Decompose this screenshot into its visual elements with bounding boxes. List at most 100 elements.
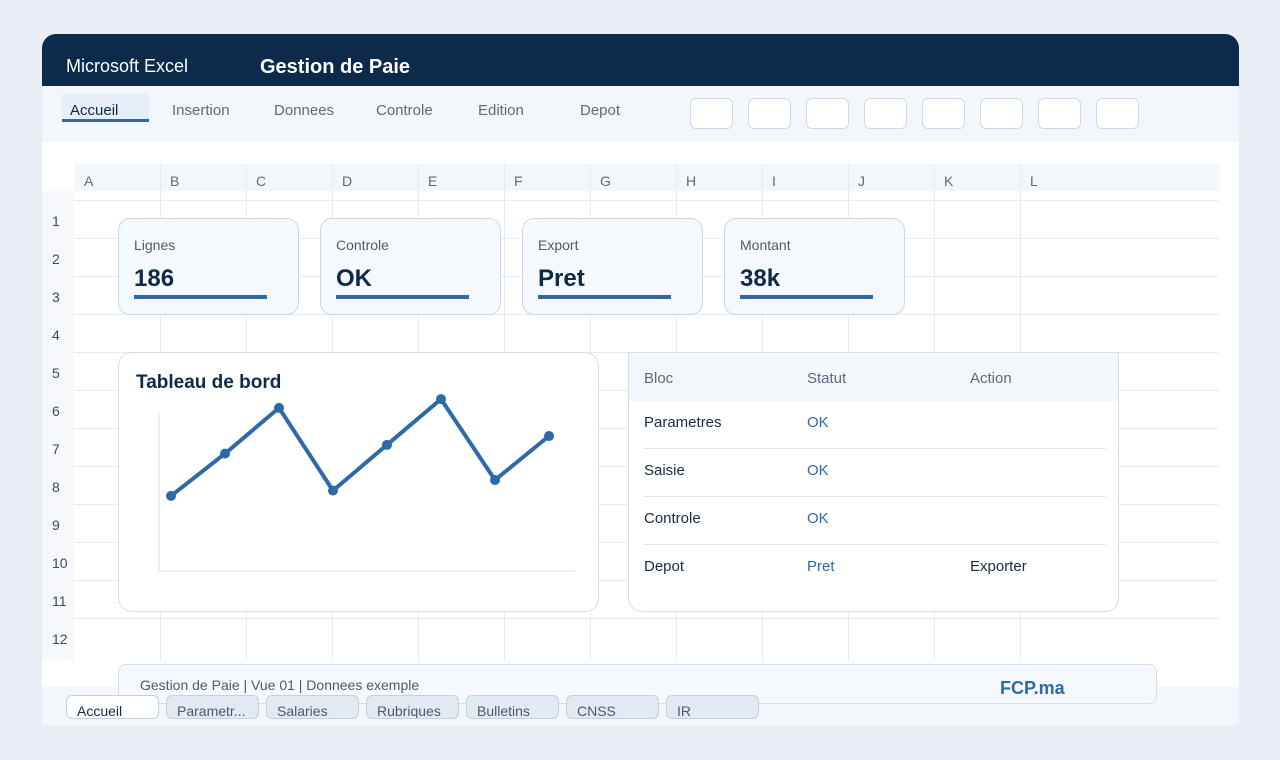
sheet-tab-parametres[interactable]: Parametr... bbox=[166, 695, 259, 719]
status-table: Bloc Statut Action Parametres OK Saisie … bbox=[628, 352, 1119, 612]
table-row[interactable]: Depot Pret Exporter bbox=[629, 545, 1118, 593]
chart-point[interactable] bbox=[166, 490, 176, 501]
dashboard-chart-card[interactable]: Tableau de bord bbox=[118, 352, 599, 612]
kpi-card-lignes[interactable]: Lignes 186 bbox=[118, 218, 299, 315]
brand-logo[interactable]: FCP.ma bbox=[1000, 678, 1065, 698]
kpi-value: OK bbox=[336, 265, 372, 292]
tab-edition[interactable]: Edition bbox=[478, 102, 524, 119]
row-header-6[interactable]: 6 bbox=[52, 403, 60, 419]
column-header-g[interactable]: G bbox=[600, 173, 611, 189]
table-header: Bloc Statut Action bbox=[629, 353, 1118, 401]
row-statut: OK bbox=[807, 462, 829, 479]
export-action-link[interactable]: Exporter bbox=[970, 558, 1027, 575]
kpi-label: Montant bbox=[740, 237, 791, 253]
chart-point[interactable] bbox=[436, 394, 446, 405]
row-statut: Pret bbox=[807, 558, 835, 575]
tab-depot[interactable]: Depot bbox=[580, 102, 621, 119]
chart-title: Tableau de bord bbox=[136, 372, 282, 393]
kpi-value: 38k bbox=[740, 265, 781, 292]
tab-insertion[interactable]: Insertion bbox=[172, 102, 230, 119]
toolbar-button-8[interactable] bbox=[1096, 98, 1139, 129]
kpi-label: Export bbox=[538, 237, 579, 253]
row-header-gutter: 1 2 3 4 5 6 7 8 9 10 11 12 bbox=[42, 191, 74, 661]
sheet-tab-cnss[interactable]: CNSS bbox=[566, 695, 659, 719]
column-header-c[interactable]: C bbox=[256, 173, 267, 189]
row-header-9[interactable]: 9 bbox=[52, 517, 60, 533]
kpi-card-export[interactable]: Export Pret bbox=[522, 218, 703, 315]
row-header-11[interactable]: 11 bbox=[52, 593, 67, 609]
kpi-accent-bar bbox=[336, 295, 469, 299]
column-header-bloc: Bloc bbox=[644, 370, 674, 387]
row-header-5[interactable]: 5 bbox=[52, 365, 60, 381]
column-header-f[interactable]: F bbox=[514, 173, 523, 189]
kpi-label: Lignes bbox=[134, 237, 176, 253]
table-row[interactable]: Controle OK bbox=[629, 497, 1118, 545]
column-header-action: Action bbox=[970, 370, 1012, 387]
table-row[interactable]: Saisie OK bbox=[629, 449, 1118, 497]
column-header-e[interactable]: E bbox=[428, 173, 438, 189]
sheet-tab-bulletins[interactable]: Bulletins bbox=[466, 695, 559, 719]
column-header-k[interactable]: K bbox=[944, 173, 954, 189]
column-header-d[interactable]: D bbox=[342, 173, 353, 189]
line-chart bbox=[158, 394, 575, 572]
toolbar-button-3[interactable] bbox=[806, 98, 849, 129]
row-header-3[interactable]: 3 bbox=[52, 289, 60, 305]
row-header-4[interactable]: 4 bbox=[52, 327, 60, 343]
row-divider bbox=[643, 496, 1106, 497]
row-statut: OK bbox=[807, 510, 829, 527]
sheet-tab-rubriques[interactable]: Rubriques bbox=[366, 695, 459, 719]
row-header-1[interactable]: 1 bbox=[52, 213, 60, 229]
toolbar-button-5[interactable] bbox=[922, 98, 965, 129]
toolbar-button-4[interactable] bbox=[864, 98, 907, 129]
chart-point[interactable] bbox=[490, 475, 500, 486]
chart-series-line bbox=[169, 397, 551, 498]
row-divider bbox=[643, 448, 1106, 449]
column-header-b[interactable]: B bbox=[170, 173, 180, 189]
tab-accueil[interactable]: Accueil bbox=[62, 94, 149, 122]
column-header-h[interactable]: H bbox=[686, 173, 697, 189]
sheet-tab-accueil[interactable]: Accueil bbox=[66, 695, 159, 719]
column-header-statut: Statut bbox=[807, 370, 847, 387]
row-bloc: Controle bbox=[644, 510, 701, 527]
tab-donnees[interactable]: Donnees bbox=[274, 102, 335, 119]
row-header-7[interactable]: 7 bbox=[52, 441, 60, 457]
sheet-tab-ir[interactable]: IR bbox=[666, 695, 759, 719]
tab-controle[interactable]: Controle bbox=[376, 102, 433, 119]
table-row[interactable]: Parametres OK bbox=[629, 401, 1118, 449]
ribbon: Accueil Insertion Donnees Controle Editi… bbox=[42, 86, 1239, 142]
kpi-value: Pret bbox=[538, 265, 585, 292]
column-header-i[interactable]: I bbox=[772, 173, 776, 189]
row-header-2[interactable]: 2 bbox=[52, 251, 60, 267]
row-header-10[interactable]: 10 bbox=[52, 555, 68, 571]
kpi-card-montant[interactable]: Montant 38k bbox=[724, 218, 905, 315]
column-header-j[interactable]: J bbox=[858, 173, 865, 189]
chart-point[interactable] bbox=[544, 431, 554, 442]
toolbar-button-6[interactable] bbox=[980, 98, 1023, 129]
excel-window: Microsoft Excel Gestion de Paie Accueil … bbox=[42, 34, 1239, 725]
kpi-card-controle[interactable]: Controle OK bbox=[320, 218, 501, 315]
column-header-l[interactable]: L bbox=[1030, 173, 1038, 189]
app-name: Microsoft Excel bbox=[66, 56, 189, 76]
row-divider bbox=[643, 544, 1106, 545]
document-title: Gestion de Paie bbox=[260, 56, 411, 78]
toolbar-button-2[interactable] bbox=[748, 98, 791, 129]
chart-point[interactable] bbox=[220, 448, 230, 459]
toolbar-button-7[interactable] bbox=[1038, 98, 1081, 129]
chart-point[interactable] bbox=[382, 439, 392, 450]
row-statut: OK bbox=[807, 414, 829, 431]
row-header-8[interactable]: 8 bbox=[52, 479, 60, 495]
row-header-12[interactable]: 12 bbox=[52, 631, 68, 647]
kpi-accent-bar bbox=[740, 295, 873, 299]
toolbar-button-1[interactable] bbox=[690, 98, 733, 129]
kpi-accent-bar bbox=[134, 295, 267, 299]
row-bloc: Saisie bbox=[644, 462, 685, 479]
title-bar: Microsoft Excel Gestion de Paie bbox=[42, 34, 1239, 86]
footer-text: Gestion de Paie | Vue 01 | Donnees exemp… bbox=[140, 677, 420, 693]
row-bloc: Depot bbox=[644, 558, 685, 575]
row-bloc: Parametres bbox=[644, 414, 722, 431]
grid-line bbox=[74, 200, 1219, 201]
column-header-a[interactable]: A bbox=[84, 173, 94, 189]
chart-point[interactable] bbox=[274, 402, 284, 413]
sheet-tab-salaries[interactable]: Salaries bbox=[266, 695, 359, 719]
chart-point[interactable] bbox=[328, 485, 338, 496]
